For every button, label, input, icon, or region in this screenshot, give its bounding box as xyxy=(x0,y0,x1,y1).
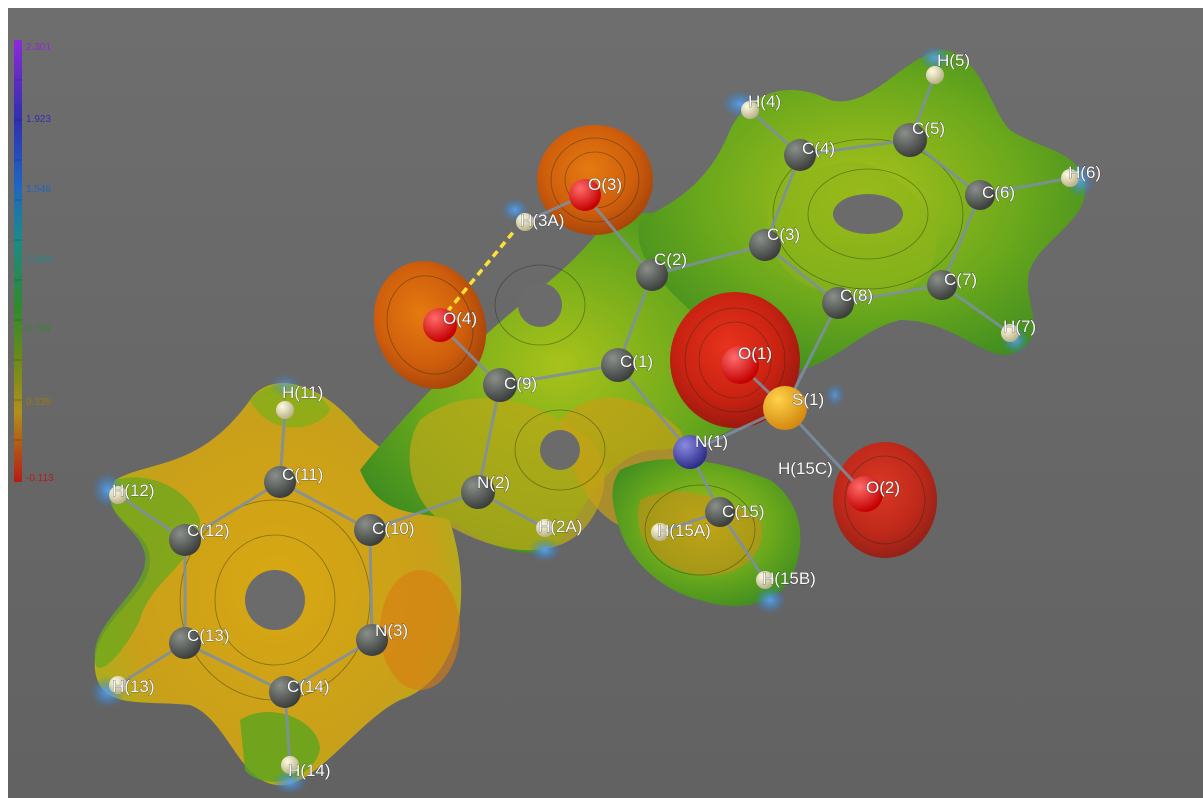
atom-label: H(7) xyxy=(1003,317,1036,336)
atom-label: C(6) xyxy=(982,183,1015,202)
atom-label: C(10) xyxy=(372,519,415,538)
atom-label: O(3) xyxy=(588,175,622,194)
atom-label: H(15A) xyxy=(657,521,711,540)
atom-label: C(4) xyxy=(802,139,835,158)
scale-tick-label: -0.113 xyxy=(26,473,54,484)
atom-label: C(13) xyxy=(187,626,230,645)
scale-tick-label: 1.169 xyxy=(26,254,51,265)
potential-color-scale: 2.301 1.923 1.546 1.169 0.791 0.335 -0.1… xyxy=(14,40,54,484)
scale-tick-label: 1.923 xyxy=(26,114,51,125)
atom-label: C(14) xyxy=(287,677,330,696)
scale-tick-label: 0.791 xyxy=(26,324,51,335)
atom-label: C(7) xyxy=(944,270,977,289)
atom-label: H(6) xyxy=(1068,163,1101,182)
atom-label: C(8) xyxy=(840,286,873,305)
molecule-viewport[interactable]: 2.301 1.923 1.546 1.169 0.791 0.335 -0.1… xyxy=(8,8,1203,798)
atom-label: N(2) xyxy=(477,473,510,492)
scale-tick-label: 2.301 xyxy=(26,42,51,53)
atom-label: C(3) xyxy=(767,225,800,244)
atom-label: H(14) xyxy=(288,761,331,780)
atom-label: C(9) xyxy=(504,374,537,393)
atom-label-layer: H(5) H(4) C(5) C(4) O(3) H(6) C(6) H(3A)… xyxy=(112,51,1102,781)
scale-tick-label: 1.546 xyxy=(26,184,51,195)
color-scale-bar xyxy=(14,40,22,482)
atom-label: C(2) xyxy=(654,250,687,269)
atom-label: C(5) xyxy=(912,119,945,138)
atom-label: H(15B) xyxy=(762,569,816,588)
atom-label: O(4) xyxy=(443,309,477,328)
atom-label: C(12) xyxy=(187,521,230,540)
atom-label: H(15C) xyxy=(778,459,833,478)
mep-surface-render[interactable]: 2.301 1.923 1.546 1.169 0.791 0.335 -0.1… xyxy=(8,8,1203,798)
atom-label: C(11) xyxy=(282,465,323,484)
atom-label: C(1) xyxy=(620,352,653,371)
atom-label: H(2A) xyxy=(538,517,582,536)
potential-surface xyxy=(90,46,1094,794)
scale-tick-label: 0.335 xyxy=(26,397,51,408)
atom-label: N(1) xyxy=(695,432,728,451)
atom-label: H(4) xyxy=(748,92,781,111)
atom-label: O(1) xyxy=(738,344,772,363)
atom-label: H(5) xyxy=(937,51,970,70)
atom-label: C(15) xyxy=(722,502,765,521)
atom-label: N(3) xyxy=(375,621,408,640)
atom-label: O(2) xyxy=(866,478,900,497)
atom-label: H(13) xyxy=(112,677,155,696)
bond-network xyxy=(117,74,1071,766)
atom-label: S(1) xyxy=(792,390,824,409)
atom-label: H(11) xyxy=(282,383,323,402)
atom-spheres xyxy=(109,66,1079,774)
hydrogen-bond-dashed-line xyxy=(445,228,517,314)
atom-label: H(3A) xyxy=(520,211,564,230)
atom-label: H(12) xyxy=(112,481,155,500)
